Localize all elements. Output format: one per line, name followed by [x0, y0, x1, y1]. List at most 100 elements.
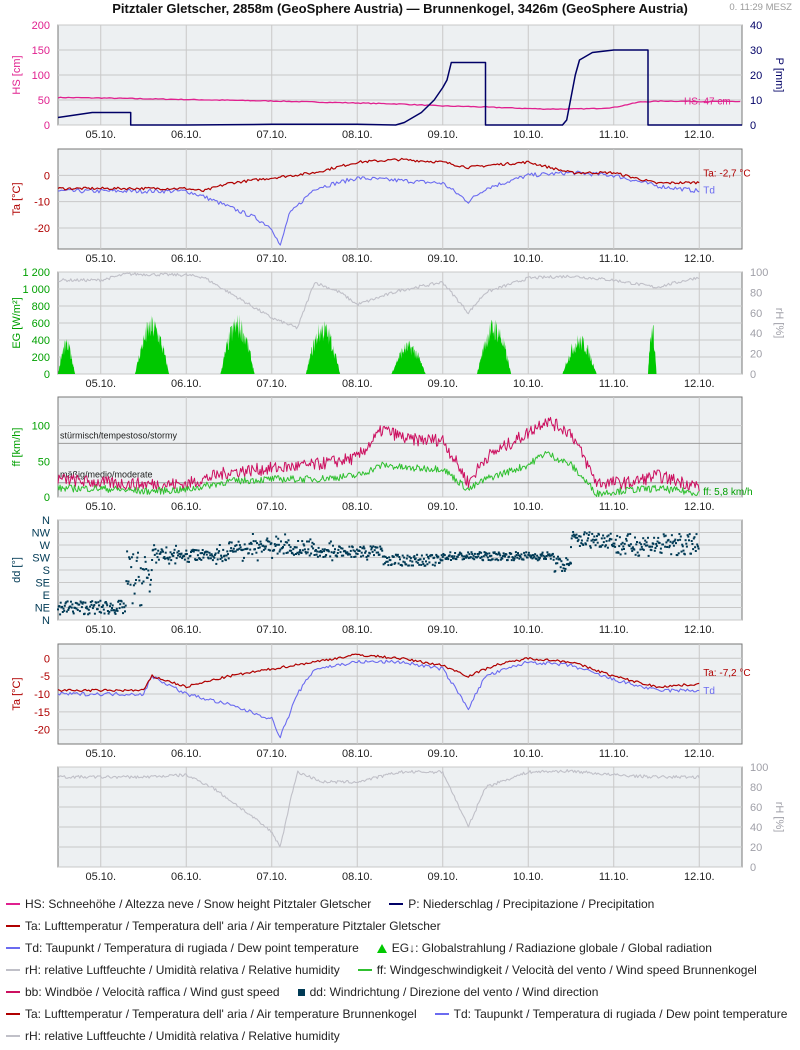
wind-direction-point: [543, 555, 546, 558]
wind-direction-point: [678, 533, 681, 535]
series-line-hs: [57, 96, 741, 110]
x-tick-label: 12.10.: [684, 624, 715, 636]
series-line-gust: [57, 416, 700, 492]
legend-label: EG↓: Globalstrahlung / Radiazione global…: [391, 941, 712, 955]
wind-direction-point: [241, 559, 244, 562]
wind-direction-point: [692, 537, 695, 540]
wind-direction-point: [401, 564, 404, 567]
wind-direction-point: [389, 559, 392, 562]
legend-item: dd: Windrichtung / Direzione del vento /…: [297, 985, 598, 999]
wind-direction-point: [205, 550, 208, 553]
wind-direction-point: [462, 555, 465, 558]
wind-direction-point: [533, 555, 536, 558]
wind-direction-point: [392, 555, 395, 558]
wind-direction-point: [578, 535, 581, 538]
wind-direction-point: [69, 605, 72, 608]
wind-direction-point: [262, 548, 265, 551]
y-axis-title: dd [°]: [11, 557, 23, 583]
threshold-label-moderate: mäßig/medio/moderate: [60, 470, 153, 480]
wind-direction-point: [396, 553, 399, 556]
y-tick-label: 100: [32, 421, 50, 433]
wind-direction-point: [349, 553, 352, 556]
y-tick-label: 200: [32, 352, 50, 364]
wind-direction-point: [331, 559, 334, 562]
wind-direction-point: [365, 556, 368, 558]
legend-row: rH: relative Luftfeuchte / Umidità relat…: [6, 961, 775, 979]
wind-direction-point: [619, 553, 622, 556]
wind-direction-point: [323, 550, 326, 553]
wind-direction-point: [151, 559, 154, 561]
y-tick-label: -20: [34, 725, 50, 737]
wind-direction-point: [670, 534, 673, 537]
y-tick-label: 1 000: [22, 284, 50, 296]
wind-direction-point: [491, 558, 494, 561]
wind-direction-point: [405, 557, 408, 560]
wind-direction-point: [620, 543, 623, 546]
wind-direction-point: [672, 540, 675, 543]
wind-direction-point: [421, 560, 424, 563]
legend-swatch: [434, 1013, 449, 1015]
wind-direction-point: [237, 540, 240, 543]
wind-direction-point: [362, 554, 365, 557]
wind-direction-point: [111, 604, 114, 607]
wind-direction-point: [349, 549, 352, 552]
y2-tick-label: 0: [750, 862, 756, 874]
wind-direction-point: [334, 548, 336, 551]
wind-direction-point: [621, 548, 623, 551]
wind-direction-point: [685, 545, 688, 548]
wind-direction-point: [524, 554, 527, 557]
wind-direction-point: [79, 600, 82, 603]
wind-direction-point: [282, 552, 285, 555]
wind-direction-point: [545, 558, 547, 560]
wind-direction-point: [162, 550, 164, 553]
wind-direction-point: [360, 555, 362, 558]
wind-direction-point: [255, 551, 258, 554]
x-tick-label: 06.10.: [171, 624, 202, 636]
wind-direction-point: [458, 551, 461, 554]
wind-direction-point: [115, 607, 118, 610]
y-tick-label: -10: [34, 197, 50, 209]
wind-direction-point: [283, 543, 286, 546]
wind-direction-point: [463, 558, 465, 560]
wind-direction-point: [364, 551, 367, 554]
wind-direction-point: [210, 553, 213, 556]
y2-tick-label: 100: [750, 267, 768, 279]
wind-direction-point: [642, 537, 645, 540]
wind-direction-point: [667, 538, 670, 541]
wind-direction-point: [580, 539, 583, 542]
wind-direction-point: [274, 545, 277, 547]
wind-direction-point: [478, 552, 480, 555]
y2-axis-title: rH [%]: [773, 802, 785, 833]
wind-direction-point: [275, 543, 278, 546]
wind-direction-point: [626, 534, 629, 537]
wind-direction-point: [128, 556, 131, 559]
x-tick-label: 09.10.: [427, 129, 458, 141]
wind-direction-point: [609, 537, 611, 540]
wind-direction-point: [425, 553, 428, 556]
y-tick-label: SE: [35, 578, 50, 590]
wind-direction-point: [455, 558, 458, 561]
wind-direction-point: [636, 551, 639, 554]
y-tick-label: NW: [32, 528, 51, 540]
y-tick-label: 200: [32, 20, 50, 32]
wind-direction-point: [654, 547, 657, 549]
wind-direction-point: [611, 543, 613, 546]
y2-axis-title: P [mm]: [773, 58, 785, 93]
wind-direction-point: [610, 538, 613, 541]
wind-direction-point: [340, 554, 343, 557]
wind-direction-point: [526, 556, 529, 559]
legend-swatch: [297, 988, 305, 996]
wind-direction-point: [187, 557, 190, 560]
wind-direction-point: [137, 551, 139, 554]
wind-direction-point: [118, 607, 121, 610]
wind-direction-point: [530, 556, 532, 559]
wind-direction-point: [680, 550, 683, 553]
wind-direction-point: [168, 556, 171, 559]
wind-direction-point: [591, 532, 594, 535]
wind-direction-point: [403, 561, 406, 564]
wind-direction-point: [347, 552, 350, 555]
wind-direction-point: [184, 553, 187, 556]
wind-direction-point: [519, 556, 522, 559]
wind-direction-point: [105, 602, 108, 605]
wind-direction-point: [98, 604, 100, 607]
